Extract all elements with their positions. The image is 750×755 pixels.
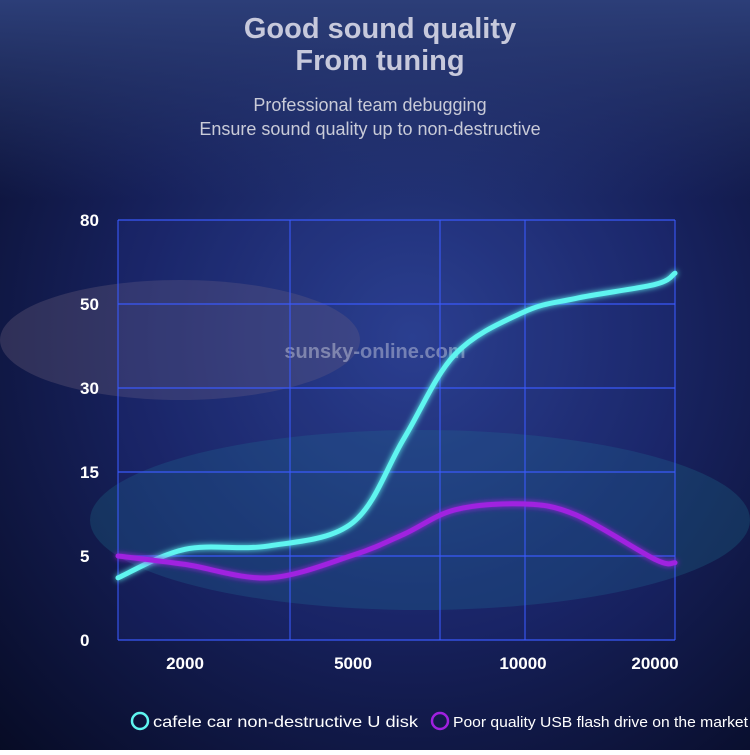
- console-glow: [90, 430, 750, 610]
- subtitle: Professional team debugging Ensure sound …: [199, 95, 540, 139]
- title: Good sound quality From tuning: [244, 13, 516, 77]
- hand-shape: [0, 280, 360, 400]
- plot: 0 5 15 30 50 80 2000 5000 10000 20000: [80, 211, 679, 673]
- series-line: [115, 270, 678, 581]
- x-tick-label: 5000: [334, 654, 372, 673]
- x-tick-label: 2000: [166, 654, 204, 673]
- watermark: sunsky-online.com: [284, 341, 465, 363]
- y-tick-label: 30: [80, 379, 99, 398]
- legend-label: cafele car non-destructive U disk: [153, 714, 419, 731]
- y-tick-label: 5: [80, 547, 89, 566]
- legend-marker: [430, 711, 450, 731]
- y-tick-label: 80: [80, 211, 99, 230]
- legend-marker: [130, 711, 150, 731]
- y-tick-label: 50: [80, 295, 99, 314]
- background-top: [0, 0, 750, 200]
- y-tick-label: 0: [80, 631, 89, 650]
- legend-label: Poor quality USB flash drive on the mark…: [453, 714, 749, 731]
- y-tick-label: 15: [80, 463, 99, 482]
- series-line: [115, 501, 678, 581]
- plot-area: [118, 220, 675, 640]
- x-tick-label: 20000: [631, 654, 678, 673]
- x-tick-label: 10000: [499, 654, 546, 673]
